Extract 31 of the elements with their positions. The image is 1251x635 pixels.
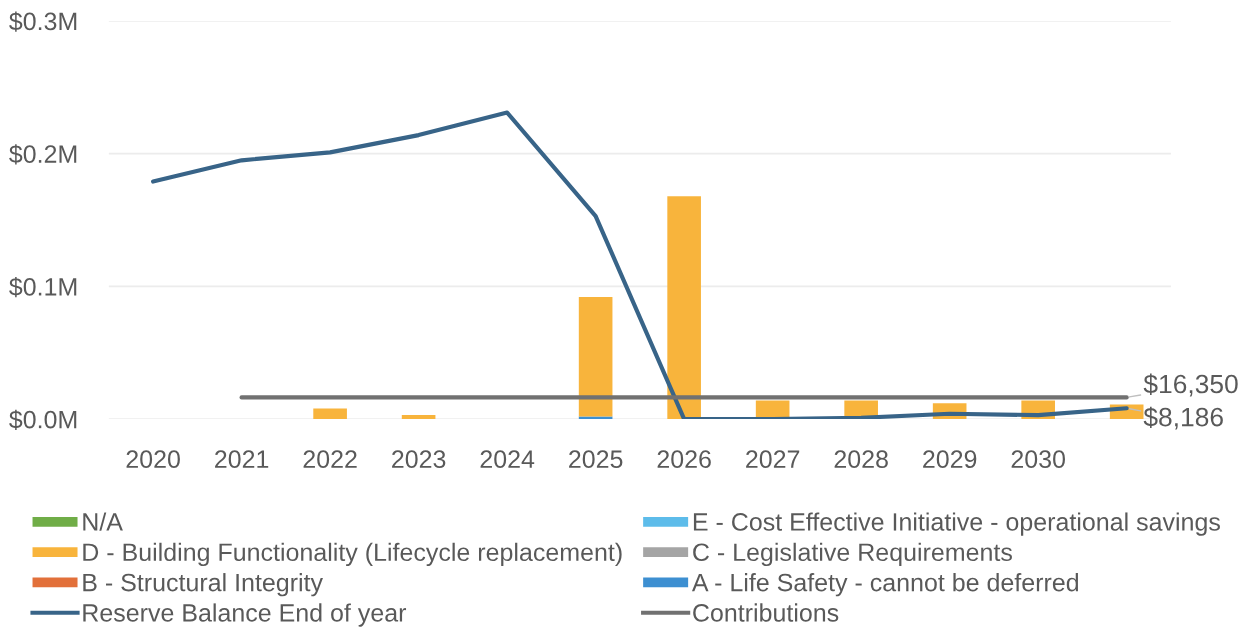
x-tick-label: 2021 xyxy=(215,450,269,469)
y-tick-label: $0.2M xyxy=(9,144,77,165)
data-label: $8,186 xyxy=(1143,406,1223,430)
bar xyxy=(313,408,347,420)
legend-label: D - Building Functionality (Lifecycle replacement) xyxy=(83,542,622,567)
legend-label: N/A xyxy=(83,512,123,531)
bar xyxy=(578,297,613,417)
x-tick-label: 2024 xyxy=(480,450,535,469)
bar xyxy=(578,416,613,420)
x-tick-label: 2029 xyxy=(923,450,977,469)
bar xyxy=(667,196,701,420)
legend-label: C - Legislative Requirements xyxy=(693,542,1012,567)
line-series xyxy=(151,110,1129,420)
x-tick-label: 2025 xyxy=(569,450,623,469)
legend-label: Contributions xyxy=(693,603,839,622)
data-label: $16,350 xyxy=(1143,373,1238,397)
x-tick-label: 2023 xyxy=(392,450,446,469)
legend-label: Reserve Balance End of year xyxy=(83,603,407,627)
legend-label: E - Cost Effective Initiative - operational savings xyxy=(693,512,1220,536)
x-tick-label: 2022 xyxy=(303,450,357,469)
legend-label: B - Structural Integrity xyxy=(83,573,323,597)
legend-label: A - Life Safety - cannot be deferred xyxy=(691,573,1079,597)
x-tick-label: 2028 xyxy=(834,450,888,469)
x-tick-label: 2020 xyxy=(126,450,180,469)
bar xyxy=(401,415,436,420)
x-tick-label: 2026 xyxy=(657,450,711,469)
y-tick-label: $0.1M xyxy=(9,276,77,298)
x-tick-label: 2030 xyxy=(1011,450,1066,469)
y-tick-label: $0.0M xyxy=(9,409,77,430)
y-tick-label: $0.3M xyxy=(9,11,77,32)
x-tick-label: 2027 xyxy=(746,450,800,469)
